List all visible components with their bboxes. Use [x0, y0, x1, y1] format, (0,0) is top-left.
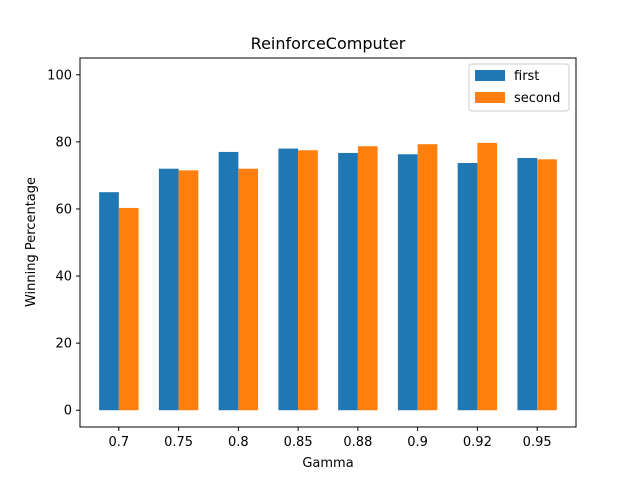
- x-axis-label: Gamma: [302, 456, 353, 471]
- y-axis-label: Winning Percentage: [24, 177, 39, 307]
- legend-label-first: first: [514, 69, 539, 84]
- bar-first-0.95: [517, 157, 538, 411]
- bar-first-0.92: [457, 162, 478, 411]
- bar-first-0.9: [397, 154, 418, 411]
- y-tick-label: 0: [64, 404, 72, 419]
- bar-second-0.85: [298, 150, 318, 411]
- axes-frame: [79, 57, 577, 428]
- y-axis: 0 20 40 60 80 100: [47, 68, 80, 419]
- bar-first-0.75: [158, 168, 179, 411]
- bar-second-0.95: [537, 159, 557, 411]
- x-tick-label: 0.7: [108, 435, 129, 450]
- bar-first-0.88: [338, 152, 358, 411]
- plot-area: [99, 142, 557, 411]
- x-tick-label: 0.95: [523, 435, 552, 450]
- bar-second-0.8: [238, 168, 259, 411]
- bar-first-0.7: [99, 192, 119, 411]
- x-tick-label: 0.92: [463, 435, 492, 450]
- legend: first second: [468, 63, 570, 112]
- legend-label-second: second: [514, 91, 560, 106]
- bar-second-0.88: [357, 146, 378, 411]
- x-tick-label: 0.85: [284, 435, 313, 450]
- x-tick-label: 0.88: [343, 435, 372, 450]
- y-tick-label: 20: [55, 337, 72, 352]
- y-tick-label: 100: [47, 68, 72, 83]
- chart-title: ReinforceComputer: [251, 34, 406, 53]
- y-tick-label: 60: [55, 202, 72, 217]
- y-tick-label: 40: [55, 270, 72, 285]
- x-tick-label: 0.9: [407, 435, 428, 450]
- bar-second-0.75: [178, 170, 199, 411]
- legend-swatch-first: [475, 70, 505, 81]
- x-tick-label: 0.75: [164, 435, 193, 450]
- y-tick-label: 80: [55, 135, 72, 150]
- legend-swatch-second: [475, 92, 505, 103]
- bar-second-0.9: [417, 144, 438, 411]
- bar-second-0.92: [477, 142, 498, 411]
- x-tick-label: 0.8: [228, 435, 249, 450]
- bar-second-0.7: [118, 207, 139, 411]
- bar-first-0.8: [218, 151, 239, 411]
- x-axis: 0.7 0.75 0.8 0.85 0.88 0.9 0.92 0.95: [108, 427, 552, 450]
- bar-first-0.85: [278, 148, 299, 411]
